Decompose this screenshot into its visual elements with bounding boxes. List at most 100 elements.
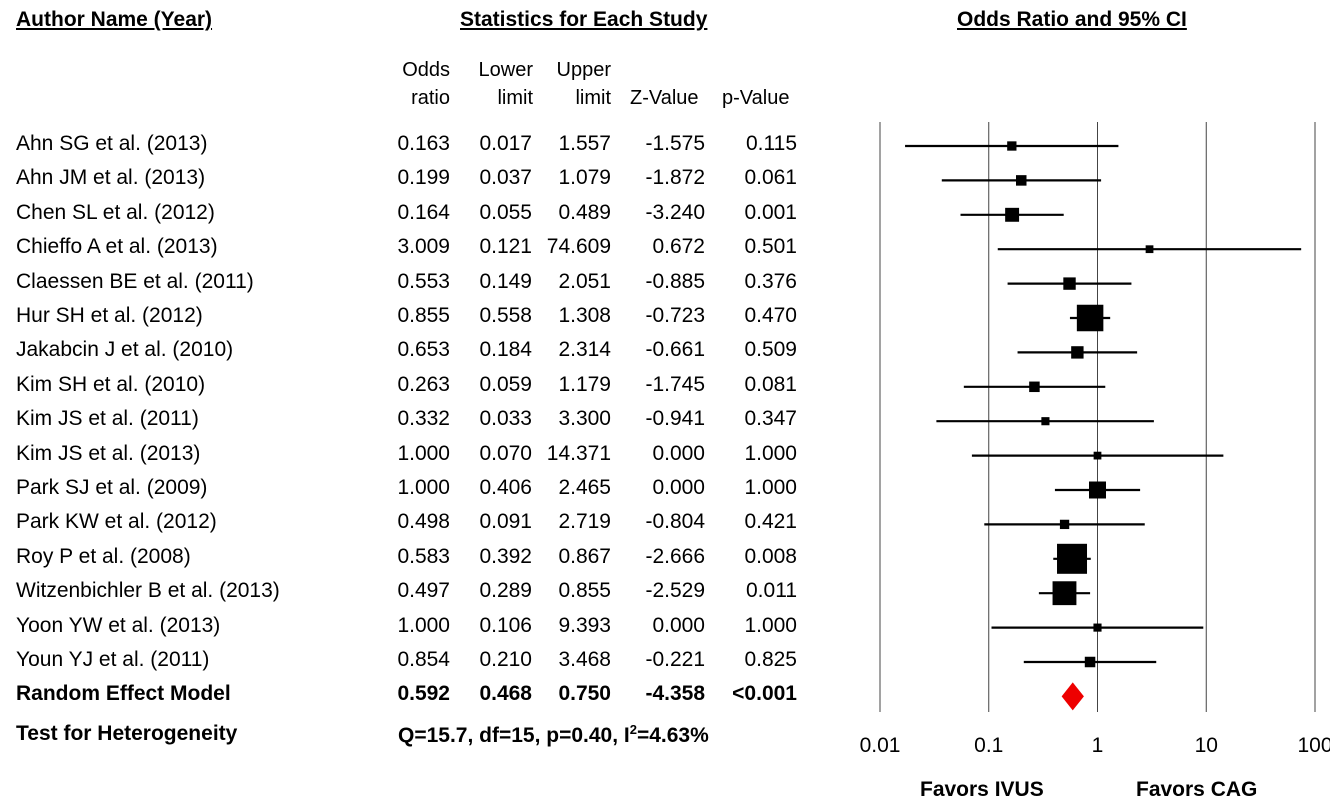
cell-upper-limit: 0.489 xyxy=(558,200,611,224)
col-upper-line2: limit xyxy=(575,87,611,109)
favors-cag-label: Favors CAG xyxy=(1136,778,1258,801)
cell-p-value: 0.501 xyxy=(744,235,797,259)
study-name: Chieffo A et al. (2013) xyxy=(16,235,218,259)
study-marker xyxy=(1076,304,1104,332)
cell-odds-ratio: 0.498 xyxy=(397,510,450,534)
table-row: Chen SL et al. (2012) 0.164 0.055 0.489 -3.2… xyxy=(0,198,860,232)
study-marker xyxy=(1029,381,1040,393)
cell-lower-limit: 0.037 xyxy=(479,166,532,190)
cell-lower-limit: 0.392 xyxy=(479,544,532,568)
cell-upper-limit: 2.314 xyxy=(558,338,611,362)
cell-upper-limit: 0.867 xyxy=(558,544,611,568)
col-upper-limit: Upper limit xyxy=(557,56,611,112)
table-row: Claessen BE et al. (2011) 0.553 0.149 2.051… xyxy=(0,267,860,301)
study-name: Claessen BE et al. (2011) xyxy=(16,269,254,293)
cell-p-value: 0.081 xyxy=(744,372,797,396)
cell-lower-limit: 0.017 xyxy=(479,132,532,155)
cell-upper-limit: 3.300 xyxy=(558,407,611,431)
study-marker xyxy=(1016,175,1027,186)
cell-odds-ratio: 0.332 xyxy=(397,407,450,431)
cell-lower-limit: 0.558 xyxy=(479,304,532,327)
cell-lower-limit: 0.070 xyxy=(479,441,532,465)
study-marker xyxy=(1093,623,1102,632)
cell-upper-limit: 2.051 xyxy=(558,269,611,293)
study-marker xyxy=(1063,277,1076,290)
cell-odds-ratio: 0.163 xyxy=(397,132,450,155)
table-row: Kim JS et al. (2011) 0.332 0.033 3.300 -0.94… xyxy=(0,404,860,438)
cell-lower-limit: 0.149 xyxy=(479,269,532,293)
cell-z-value: 0.672 xyxy=(652,235,705,259)
heterogeneity-sup: 2 xyxy=(629,722,637,737)
table-row: Hur SH et al. (2012) 0.855 0.558 1.308 -0.72… xyxy=(0,301,860,335)
cell-z-value: -1.575 xyxy=(645,132,705,155)
cell-lower-limit: 0.106 xyxy=(479,613,532,637)
cell-p-value: 0.115 xyxy=(746,132,797,155)
study-marker xyxy=(1007,141,1017,151)
study-marker xyxy=(1089,481,1106,499)
study-name: Youn YJ et al. (2011) xyxy=(16,648,210,671)
table-row: Park SJ et al. (2009) 1.000 0.406 2.465 0.00… xyxy=(0,473,860,507)
cell-lower-limit: 0.091 xyxy=(479,510,532,534)
cell-upper-limit: 1.179 xyxy=(558,372,611,396)
cell-p-value: 0.347 xyxy=(744,407,797,431)
cell-z-value: -1.745 xyxy=(645,372,705,396)
cell-odds-ratio: 0.497 xyxy=(397,579,450,603)
cell-z-value: -2.666 xyxy=(645,544,705,568)
col-odds-ratio-line1: Odds xyxy=(402,59,450,81)
cell-z-value: -0.941 xyxy=(645,407,705,431)
study-marker xyxy=(1071,346,1084,359)
cell-odds-ratio: 1.000 xyxy=(397,613,450,637)
col-lower-line1: Lower xyxy=(478,59,533,81)
table-row: Witzenbichler B et al. (2013) 0.497 0.289 0… xyxy=(0,576,860,610)
study-name: Kim JS et al. (2011) xyxy=(16,407,199,431)
study-marker xyxy=(1057,543,1088,574)
cell-odds-ratio: 0.164 xyxy=(397,200,450,224)
cell-z-value: 0.000 xyxy=(652,613,705,637)
cell-p-value: 0.011 xyxy=(746,579,797,603)
cell-p-value: 0.825 xyxy=(744,648,797,671)
pooled-name: Random Effect Model xyxy=(16,682,231,706)
cell-odds-ratio: 0.199 xyxy=(397,166,450,190)
cell-z-value: -0.885 xyxy=(645,269,705,293)
cell-odds-ratio: 0.263 xyxy=(397,372,450,396)
cell-p-value: 1.000 xyxy=(744,613,797,637)
study-name: Park SJ et al. (2009) xyxy=(16,476,208,499)
cell-z-value: -3.240 xyxy=(645,200,705,224)
study-marker xyxy=(1059,519,1070,530)
header-plot: Odds Ratio and 95% CI xyxy=(957,8,1187,31)
table-row: Youn YJ et al. (2011) 0.854 0.210 3.468 -0.2… xyxy=(0,645,860,679)
cell-p-value: 1.000 xyxy=(744,441,797,465)
cell-z-value: -1.872 xyxy=(645,166,705,190)
cell-z-value: -2.529 xyxy=(645,579,705,603)
study-name: Jakabcin J et al. (2010) xyxy=(16,338,234,362)
col-p-value: p-Value xyxy=(722,87,790,109)
cell-lower-limit: 0.210 xyxy=(479,648,532,671)
cell-lower-limit: 0.059 xyxy=(479,372,532,396)
cell-z-value: -0.221 xyxy=(645,648,705,671)
study-name: Ahn JM et al. (2013) xyxy=(16,166,206,190)
table-row: Chieffo A et al. (2013) 3.009 0.121 74.609 0… xyxy=(0,232,860,266)
cell-upper-limit: 14.371 xyxy=(546,441,611,465)
pooled-diamond xyxy=(1061,682,1084,711)
study-marker xyxy=(1093,451,1102,460)
cell-odds-ratio: 1.000 xyxy=(397,476,450,499)
x-tick-label: 1 xyxy=(1092,734,1104,757)
cell-upper-limit: 74.609 xyxy=(546,235,611,259)
cell-odds-ratio: 0.653 xyxy=(397,338,450,362)
header-author: Author Name (Year) xyxy=(16,8,213,31)
cell-upper-limit: 9.393 xyxy=(558,613,611,637)
cell-p-value: 0.001 xyxy=(744,200,797,224)
cell-odds-ratio: 0.855 xyxy=(397,304,450,327)
cell-odds-ratio: 3.009 xyxy=(397,235,450,259)
cell-lower-limit: 0.033 xyxy=(479,407,532,431)
study-marker xyxy=(1005,207,1020,222)
cell-upper-limit: 2.719 xyxy=(558,510,611,534)
table-row: Yoon YW et al. (2013) 1.000 0.106 9.393 0.00… xyxy=(0,611,860,645)
cell-odds-ratio: 0.592 xyxy=(397,682,450,706)
study-marker xyxy=(1052,581,1077,606)
cell-lower-limit: 0.121 xyxy=(479,235,532,259)
cell-upper-limit: 1.557 xyxy=(558,132,611,155)
col-lower-line2: limit xyxy=(497,87,533,109)
cell-p-value: 0.421 xyxy=(744,510,797,534)
